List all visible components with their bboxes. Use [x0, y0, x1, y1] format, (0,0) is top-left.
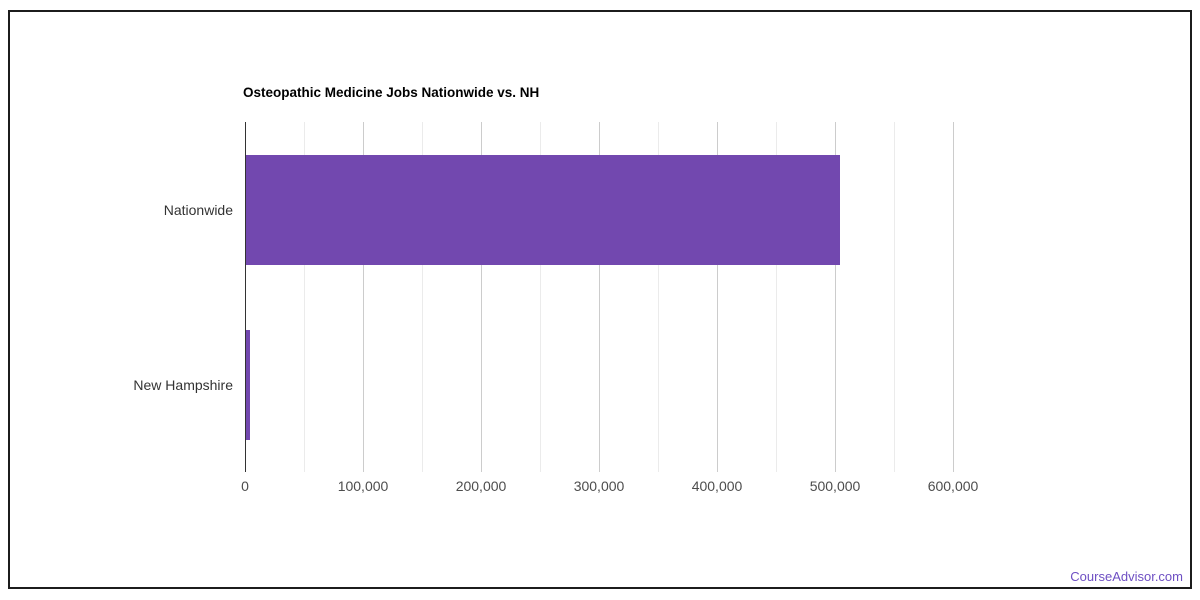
bar-nationwide [246, 154, 840, 265]
major-gridline-300000 [599, 122, 600, 472]
major-gridline-600000 [953, 122, 954, 472]
category-label-new-hampshire: New Hampshire [133, 376, 233, 393]
major-gridline-500000 [835, 122, 836, 472]
x-tick-label-600000: 600,000 [927, 478, 979, 494]
major-gridline-400000 [717, 122, 718, 472]
minor-gridline-250000 [540, 122, 541, 472]
x-tick-label-300000: 300,000 [573, 478, 625, 494]
major-gridline-100000 [363, 122, 364, 472]
courseadvisor-link[interactable]: CourseAdvisor.com [1070, 569, 1183, 584]
x-tick-label-500000: 500,000 [809, 478, 861, 494]
category-label-nationwide: Nationwide [163, 201, 233, 218]
x-tick-label-200000: 200,000 [455, 478, 507, 494]
x-tick-label-400000: 400,000 [691, 478, 743, 494]
major-gridline-200000 [481, 122, 482, 472]
minor-gridline-150000 [422, 122, 423, 472]
chart-title: Osteopathic Medicine Jobs Nationwide vs.… [243, 85, 540, 100]
x-tick-label-0: 0 [241, 478, 249, 494]
minor-gridline-550000 [894, 122, 895, 472]
bar-new-hampshire [246, 329, 250, 440]
minor-gridline-450000 [776, 122, 777, 472]
x-tick-label-100000: 100,000 [337, 478, 389, 494]
minor-gridline-350000 [658, 122, 659, 472]
y-axis-line [245, 122, 246, 472]
minor-gridline-50000 [304, 122, 305, 472]
page-border [8, 10, 1192, 589]
